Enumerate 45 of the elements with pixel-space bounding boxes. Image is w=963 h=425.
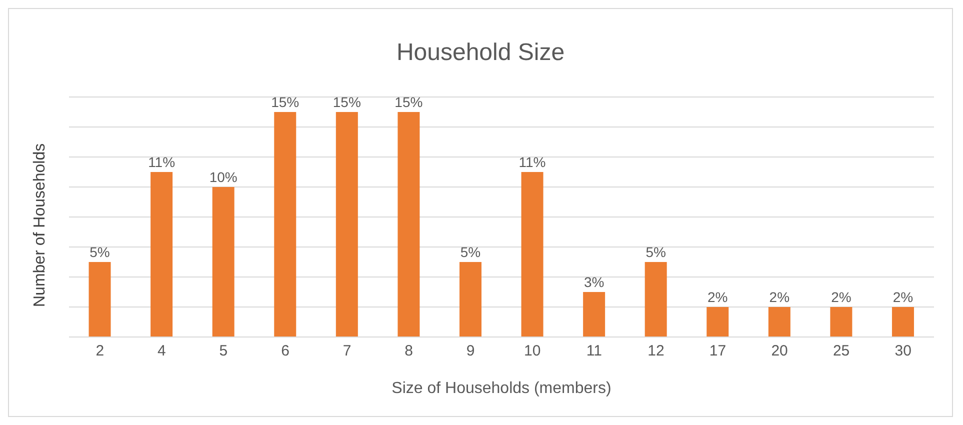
bar (644, 262, 667, 337)
bar (212, 187, 234, 337)
x-tick-label: 4 (158, 342, 166, 360)
data-label: 3% (584, 274, 604, 290)
chart-title: Household Size (395, 39, 566, 67)
x-tick-label: 5 (219, 342, 228, 360)
x-axis-title: Size of Households (members) (392, 380, 612, 397)
bar (583, 292, 606, 337)
data-label: 5% (90, 244, 110, 260)
bar (336, 112, 358, 337)
bar (398, 112, 420, 337)
x-tick-label: 2 (96, 342, 104, 360)
x-tick-label: 17 (709, 342, 726, 360)
data-label: 11% (148, 154, 176, 170)
data-label: 5% (646, 244, 666, 260)
bar (830, 307, 852, 337)
bar (892, 307, 914, 337)
x-tick-label: 30 (894, 342, 912, 360)
data-label: 10% (209, 169, 238, 185)
bar (88, 262, 111, 337)
x-tick-label: 11 (586, 342, 602, 360)
bar (459, 262, 482, 337)
data-label: 15% (271, 94, 300, 110)
x-tick-label: 8 (404, 342, 413, 360)
bar (706, 307, 729, 337)
data-label: 5% (460, 244, 481, 260)
data-label: 15% (332, 94, 361, 110)
x-tick-label: 9 (466, 342, 475, 360)
data-label: 11% (518, 154, 546, 170)
bar (521, 172, 544, 337)
data-label: 2% (831, 289, 852, 305)
bar (150, 172, 173, 337)
data-label: 2% (892, 289, 914, 305)
x-tick-label: 7 (342, 342, 352, 360)
data-label: 2% (769, 289, 790, 305)
x-tick-label: 20 (771, 342, 788, 360)
x-tick-label: 25 (832, 342, 850, 360)
x-tick-label: 10 (524, 342, 541, 360)
x-tick-label: 6 (281, 342, 290, 360)
data-label: 2% (708, 289, 728, 305)
bar (768, 307, 790, 337)
bar (274, 112, 296, 337)
x-tick-label: 12 (648, 342, 664, 360)
y-axis-title: Number of Households (32, 143, 49, 307)
data-label: 15% (394, 94, 423, 110)
